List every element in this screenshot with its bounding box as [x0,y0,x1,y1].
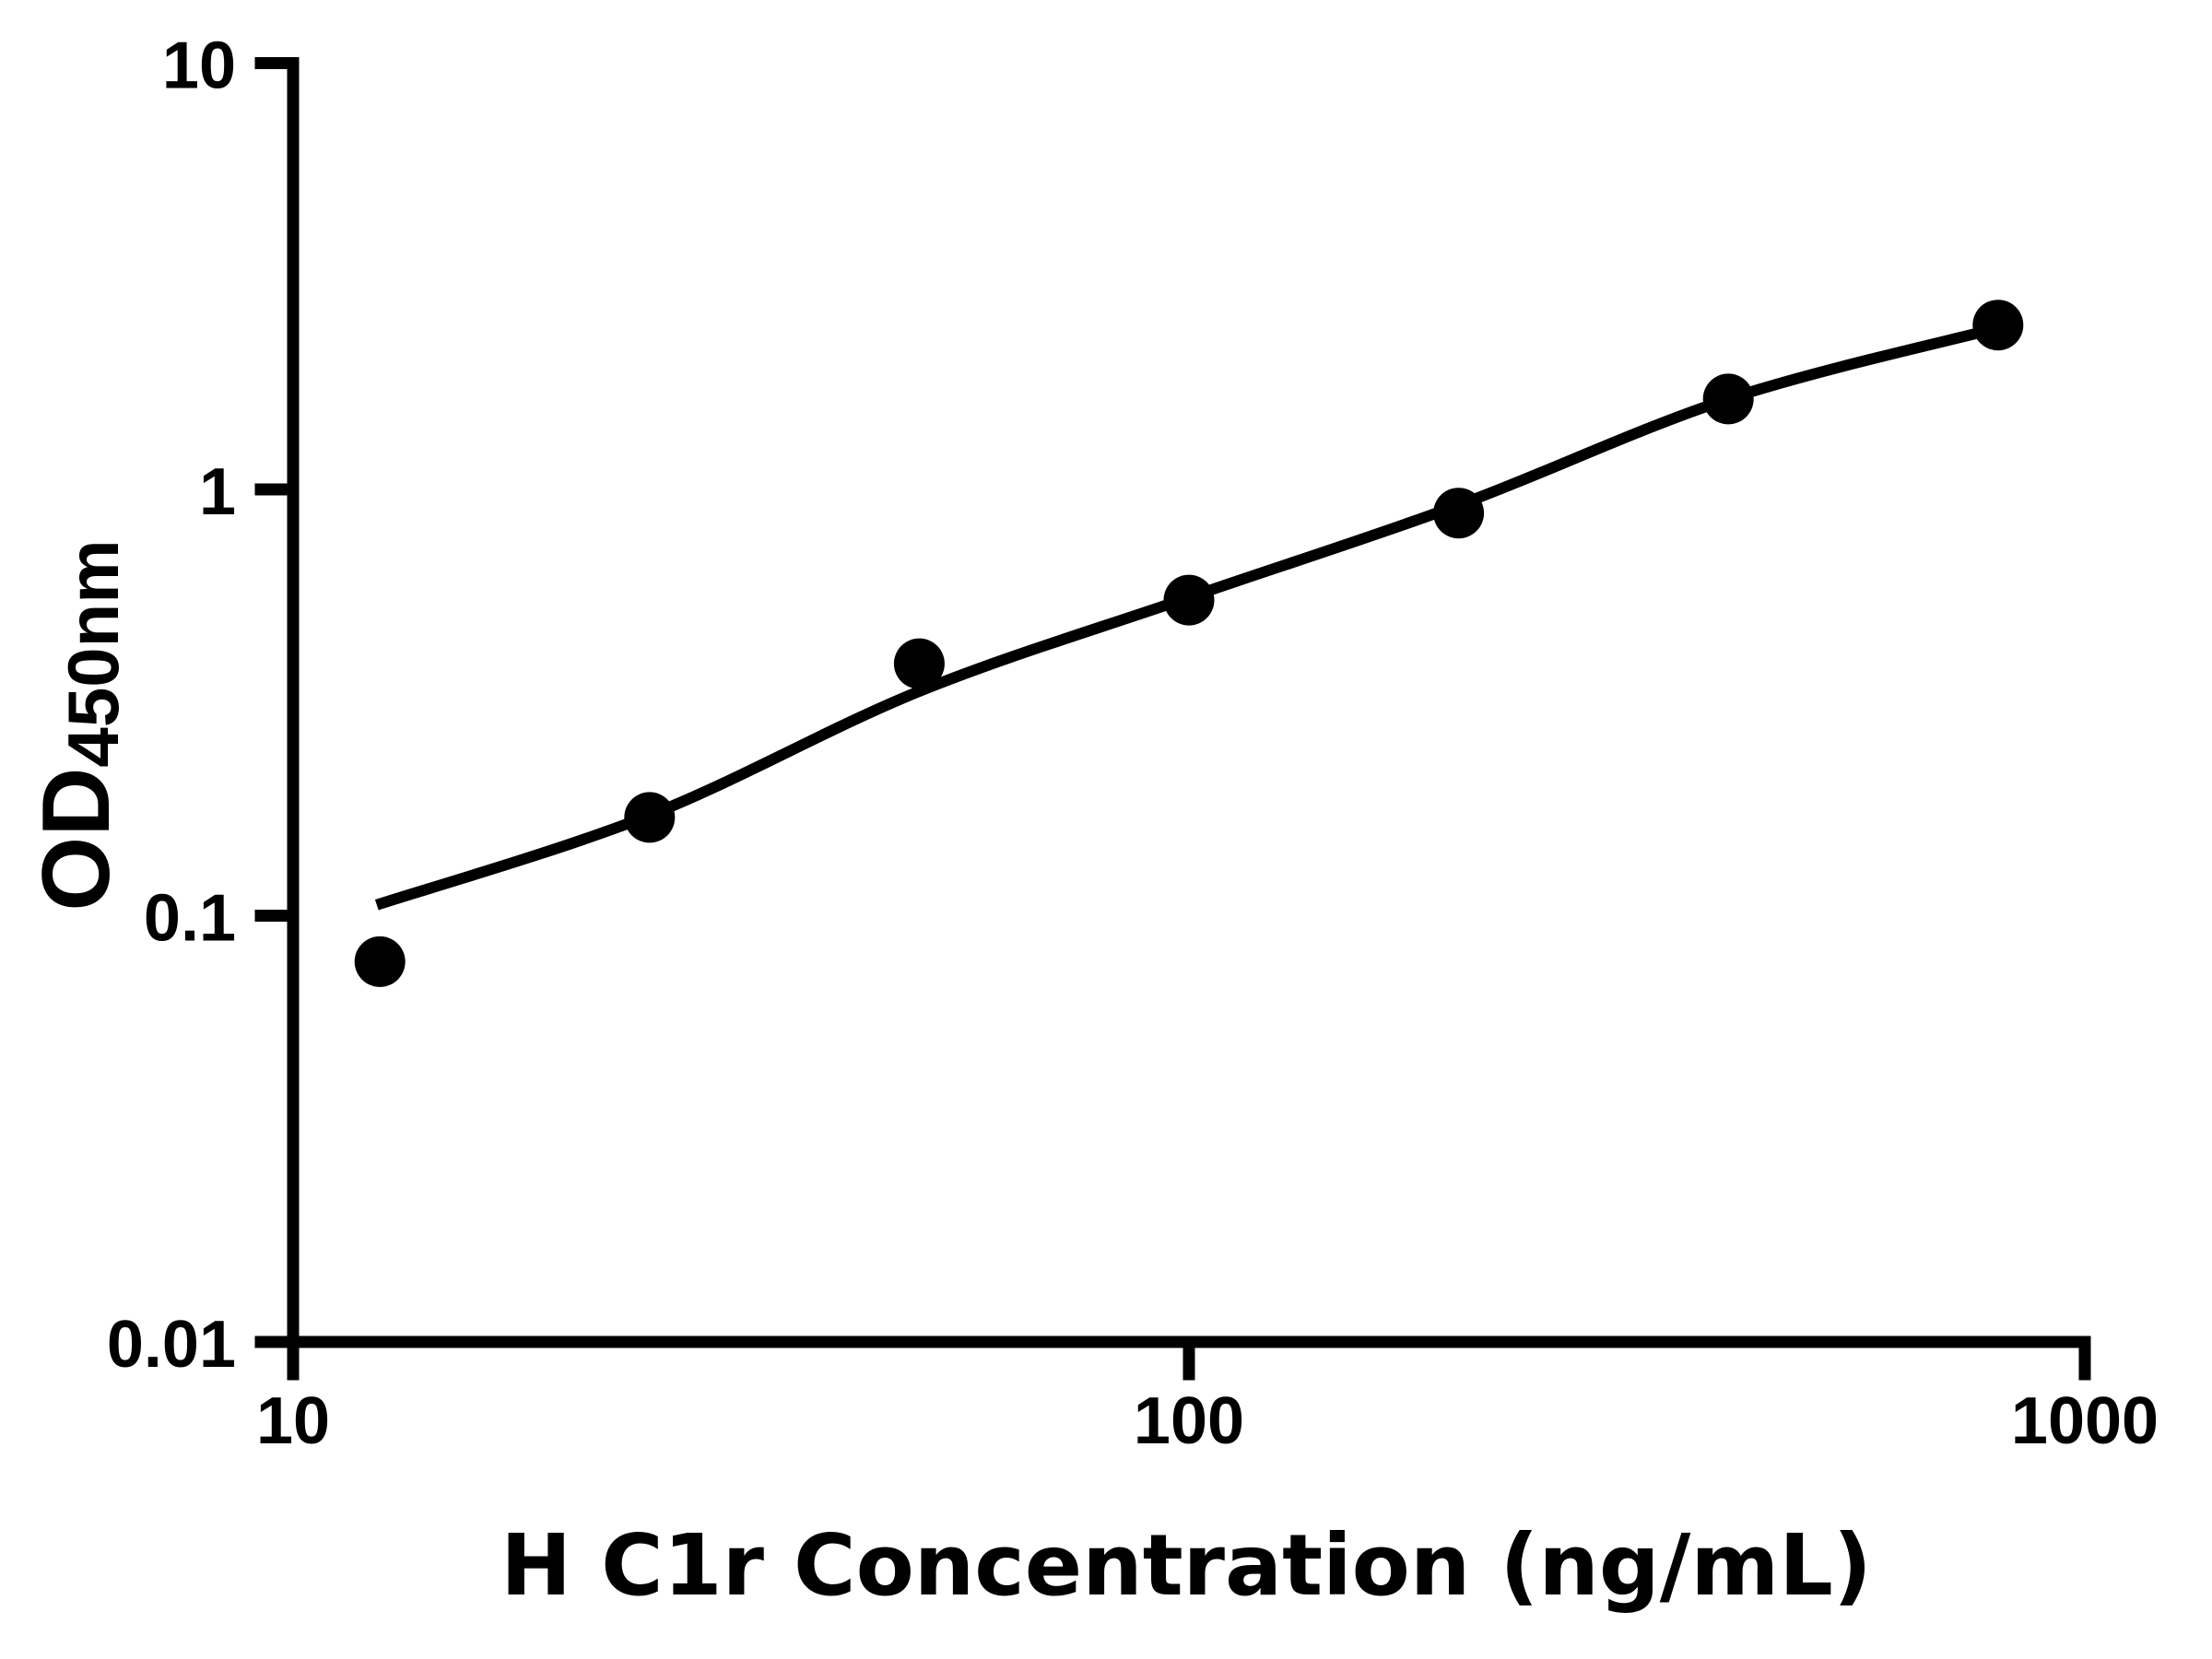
y-tick-label-0.01: 0.01 [107,1308,236,1382]
y-tick-label-1: 1 [199,455,236,529]
x-tick-label-10: 10 [256,1384,330,1458]
y-axis-title-main: OD [23,768,130,912]
x-tick-label-1000: 1000 [2011,1384,2159,1458]
data-point-2 [624,792,676,843]
x-axis-title: H C1r Concentration (ng/mL) [500,1516,1872,1615]
y-axis-title: OD450nm [23,539,134,911]
y-tick-label-0.1: 0.1 [144,882,236,956]
y-tick-label-10: 10 [162,29,236,103]
data-point-3 [893,638,945,689]
data-point-6 [1702,373,1754,425]
y-axis-title-subscript: 450nm [53,539,134,767]
axes [254,57,2091,1381]
x-tick-label-100: 100 [1134,1384,1244,1458]
tick-labels: 0.01 0.1 1 10 10 100 1000 [107,29,2159,1459]
data-point-1 [354,935,406,987]
data-point-4 [1163,574,1215,626]
data-points [354,300,2024,987]
data-point-7 [1972,300,2024,351]
data-point-5 [1433,488,1485,539]
